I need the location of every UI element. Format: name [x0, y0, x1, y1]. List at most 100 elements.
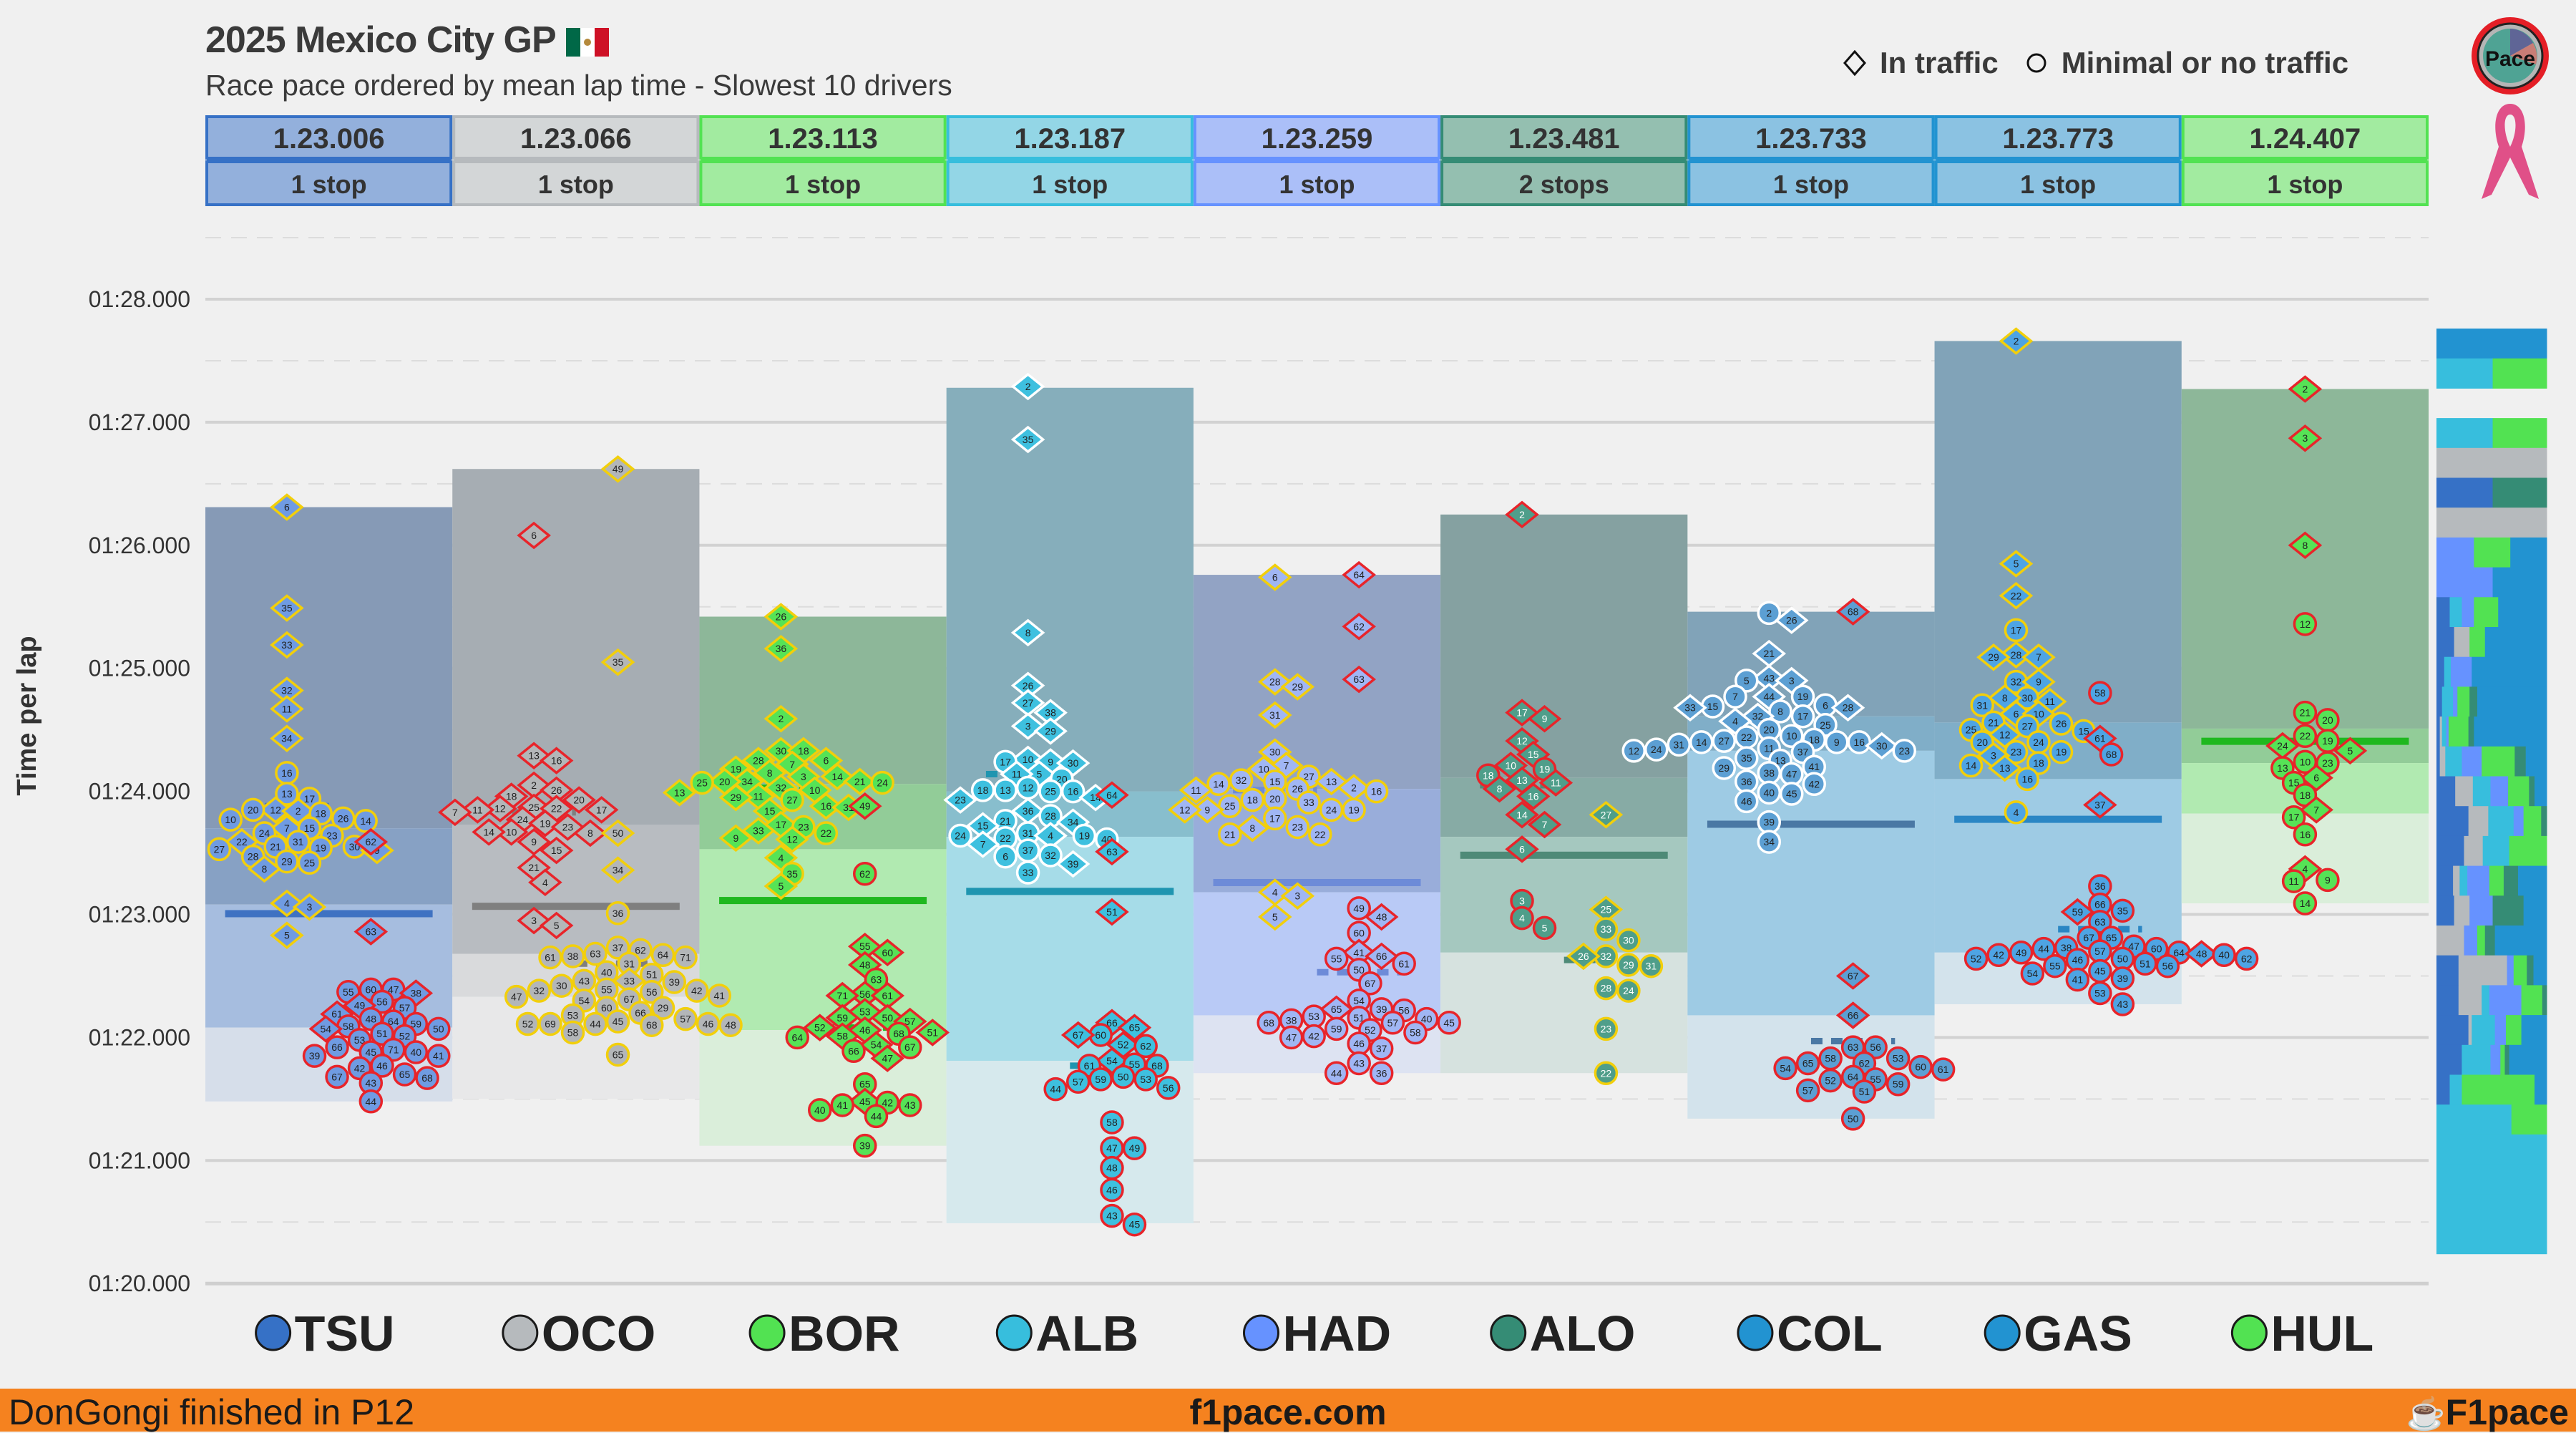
lap-marker: 6	[1258, 563, 1292, 591]
lap-number-label: 31	[293, 836, 304, 847]
in-traffic-diamond	[1364, 903, 1399, 931]
stops-label: 1 stop	[538, 170, 614, 199]
no-traffic-circle	[1594, 1061, 1619, 1086]
no-traffic-circle	[2110, 992, 2135, 1016]
lap-marker: 16	[275, 761, 299, 785]
lap-number-label: 53	[2094, 988, 2106, 999]
lap-marker: 36	[2088, 874, 2112, 898]
lap-marker: 49	[847, 792, 882, 820]
lap-marker: 59	[2060, 898, 2095, 926]
y-tick-label: 01:23.000	[89, 902, 190, 928]
lap-marker: 9	[718, 824, 753, 852]
no-traffic-circle	[870, 770, 894, 795]
lap-marker: 17	[1790, 704, 1815, 729]
lap-marker: 2	[1010, 372, 1045, 401]
lap-marker: 52	[1963, 946, 1989, 971]
lap-number-label: 28	[1601, 983, 1612, 994]
mean-time-label: 1.23.259	[1262, 123, 1373, 155]
y-tick-label: 01:28.000	[89, 286, 190, 312]
lap-marker: 9	[2316, 868, 2340, 893]
lap-number-label: 2	[296, 805, 301, 817]
lap-number-label: 52	[1971, 953, 1982, 964]
strip-segment	[2494, 1015, 2507, 1046]
lap-marker: 6	[270, 493, 304, 521]
lap-number-label: 66	[331, 1041, 343, 1053]
lap-number-label: 33	[1023, 867, 1034, 878]
lap-marker: 67	[1358, 971, 1382, 996]
lap-number-label: 50	[882, 1012, 893, 1024]
in-traffic-diamond	[1999, 582, 2034, 610]
lap-marker: 18	[2026, 751, 2051, 775]
footer-website-link[interactable]: f1pace.com	[1189, 1392, 1387, 1432]
lap-marker: 64	[1095, 781, 1129, 810]
strip-segment	[2492, 418, 2547, 449]
strip-segment	[2511, 1104, 2547, 1135]
stops-box	[1440, 160, 1688, 206]
lap-marker: 66	[1835, 1001, 1870, 1029]
driver-header-hul: 1.24.407 1 stop	[2181, 115, 2429, 206]
lap-number-label: 58	[836, 1031, 848, 1042]
in-traffic-diamond	[1538, 769, 1574, 797]
lap-number-label: 41	[713, 990, 725, 1001]
no-traffic-circle	[392, 1062, 417, 1087]
team-logo-icon	[1984, 1314, 2021, 1351]
lap-number-label: 21	[270, 841, 281, 852]
no-traffic-circle	[650, 943, 675, 967]
lap-marker: 37	[2083, 791, 2117, 819]
no-traffic-circle	[1240, 787, 1265, 812]
lap-marker: 63	[1095, 837, 1129, 866]
no-traffic-circle	[1369, 1036, 1394, 1061]
lap-marker: 17	[2281, 805, 2306, 830]
in-traffic-diamond	[600, 856, 635, 884]
lap-number-label: 55	[343, 986, 354, 998]
lap-number-label: 63	[366, 926, 377, 938]
lap-number-label: 44	[590, 1018, 601, 1029]
lap-number-label: 22	[1601, 1067, 1612, 1079]
in-traffic-diamond	[483, 795, 517, 822]
strip-segment	[2506, 1015, 2522, 1046]
no-traffic-circle	[1015, 860, 1040, 885]
in-traffic-diamond	[1168, 796, 1202, 824]
lap-number-label: 7	[2036, 651, 2041, 663]
strip-segment	[2441, 716, 2447, 747]
lap-marker: 20	[240, 797, 265, 822]
in-traffic-diamond	[1342, 665, 1376, 694]
in-traffic-diamond	[842, 767, 877, 796]
lap-marker: 23	[943, 786, 977, 814]
strip-segment	[2529, 776, 2535, 807]
no-traffic-circle	[1100, 1110, 1124, 1135]
lap-number-label: 71	[388, 1044, 399, 1056]
in-traffic-diamond	[2288, 424, 2323, 452]
lap-number-label: 16	[1371, 786, 1382, 797]
no-traffic-circle	[640, 1013, 664, 1037]
mexico-flag-icon	[565, 28, 609, 57]
lap-number-label: 58	[2094, 687, 2106, 699]
lap-number-label: 2	[778, 713, 784, 724]
no-traffic-circle	[1297, 790, 1321, 815]
lap-number-label: 36	[1023, 805, 1034, 817]
lap-marker: 46	[1347, 1031, 1371, 1056]
lap-number-label: 18	[977, 784, 989, 796]
lap-marker: 32	[2004, 669, 2029, 694]
lap-number-label: 11	[2044, 696, 2055, 707]
lap-marker: 35	[2110, 898, 2135, 923]
lap-marker: 36	[605, 901, 630, 926]
no-traffic-circle	[1780, 782, 1804, 806]
lap-marker: 29	[1280, 673, 1315, 701]
lap-number-label: 32	[1236, 774, 1247, 786]
lap-number-label: 45	[2094, 966, 2106, 977]
lap-marker: 19	[1790, 684, 1815, 709]
lap-number-label: 20	[1269, 793, 1281, 805]
strip-segment	[2468, 716, 2474, 747]
lap-number-label: 2	[1025, 381, 1031, 392]
lap-marker: 44	[1043, 1077, 1068, 1102]
strip-segment	[2492, 358, 2547, 389]
lap-number-label: 18	[1808, 734, 1820, 745]
strip-segment	[2472, 776, 2491, 807]
lap-marker: 45	[2088, 958, 2112, 983]
team-logo-icon	[1490, 1314, 1527, 1351]
lap-number-label: 67	[1848, 970, 1859, 981]
strip-segment	[2436, 716, 2441, 747]
lap-number-label: 56	[646, 986, 658, 998]
